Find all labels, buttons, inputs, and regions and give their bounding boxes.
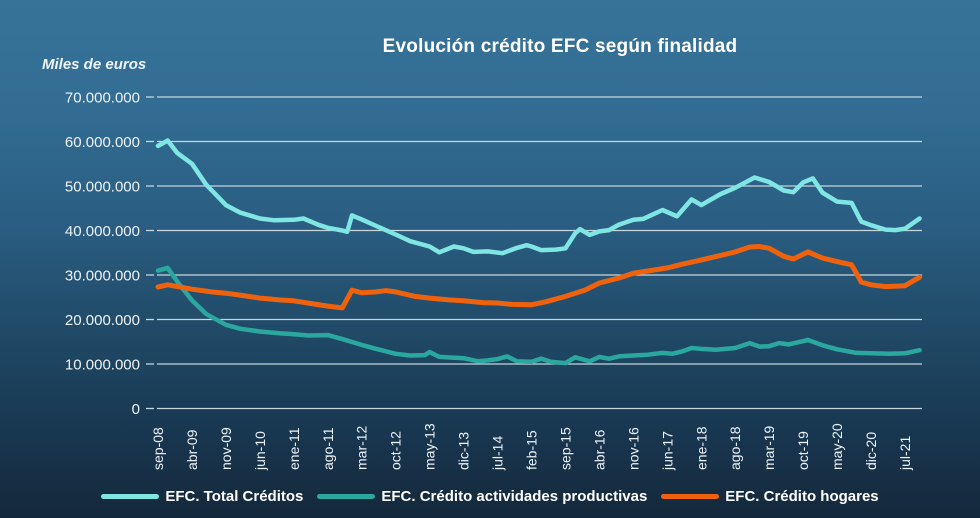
x-tick-label: mar-12: [354, 425, 370, 470]
series-line: [155, 138, 922, 256]
legend-swatch: [317, 493, 376, 499]
x-tick-label: ene-18: [693, 426, 709, 470]
y-tick-label: 40.000.000: [65, 223, 140, 240]
x-tick-label: sep-08: [150, 427, 166, 470]
legend-label: EFC. Total Créditos: [165, 487, 304, 505]
legend-swatch: [101, 493, 160, 499]
y-tick-label: 10.000.000: [65, 357, 140, 374]
x-tick-label: jun-10: [252, 431, 268, 471]
x-tick-label: may-20: [829, 423, 845, 470]
x-tick-label: abr-09: [184, 429, 200, 470]
x-tick-label: oct-12: [388, 431, 404, 470]
y-tick-label: 60.000.000: [65, 134, 140, 151]
x-tick-label: dic-13: [456, 432, 472, 470]
y-tick-label: 30.000.000: [65, 268, 140, 285]
x-tick-label: ago-11: [320, 427, 336, 470]
legend-swatch: [661, 493, 720, 499]
x-tick-label: nov-09: [218, 427, 234, 470]
x-tick-label: abr-16: [591, 429, 607, 470]
x-tick-label: ago-18: [727, 426, 743, 470]
x-tick-label: feb-15: [524, 430, 540, 470]
legend-label: EFC. Crédito hogares: [725, 487, 879, 505]
x-tick-label: jul-14: [490, 436, 506, 471]
legend-item: EFC. Crédito hogares: [661, 487, 879, 505]
legend-item: EFC. Total Créditos: [101, 488, 303, 505]
y-tick-label: 0: [132, 401, 140, 418]
x-tick-label: may-13: [422, 423, 438, 470]
chart-title: Evolución crédito EFC según finalidad: [382, 36, 738, 57]
x-tick-label: mar-19: [761, 425, 777, 470]
x-tick-label: ene-11: [286, 427, 302, 470]
series-line: [155, 244, 923, 311]
y-tick-label: 20.000.000: [65, 312, 140, 329]
x-tick-label: sep-15: [557, 427, 573, 470]
legend: EFC. Total Créditos EFC. Crédito activida…: [0, 479, 980, 513]
y-axis-unit-label: Miles de euros: [42, 56, 147, 73]
x-tick-label: dic-20: [863, 432, 879, 470]
legend-item: EFC. Crédito actividades productivas: [317, 488, 647, 505]
x-tick-label: jul-21: [897, 436, 913, 471]
y-tick-label: 50.000.000: [65, 179, 140, 196]
x-tick-label: jun-17: [659, 431, 675, 471]
x-tick-label: oct-19: [795, 431, 811, 470]
y-tick-label: 70.000.000: [65, 90, 140, 107]
x-tick-label: nov-16: [625, 427, 641, 470]
legend-label: EFC. Crédito actividades productivas: [381, 487, 648, 505]
series-line: [155, 265, 922, 366]
